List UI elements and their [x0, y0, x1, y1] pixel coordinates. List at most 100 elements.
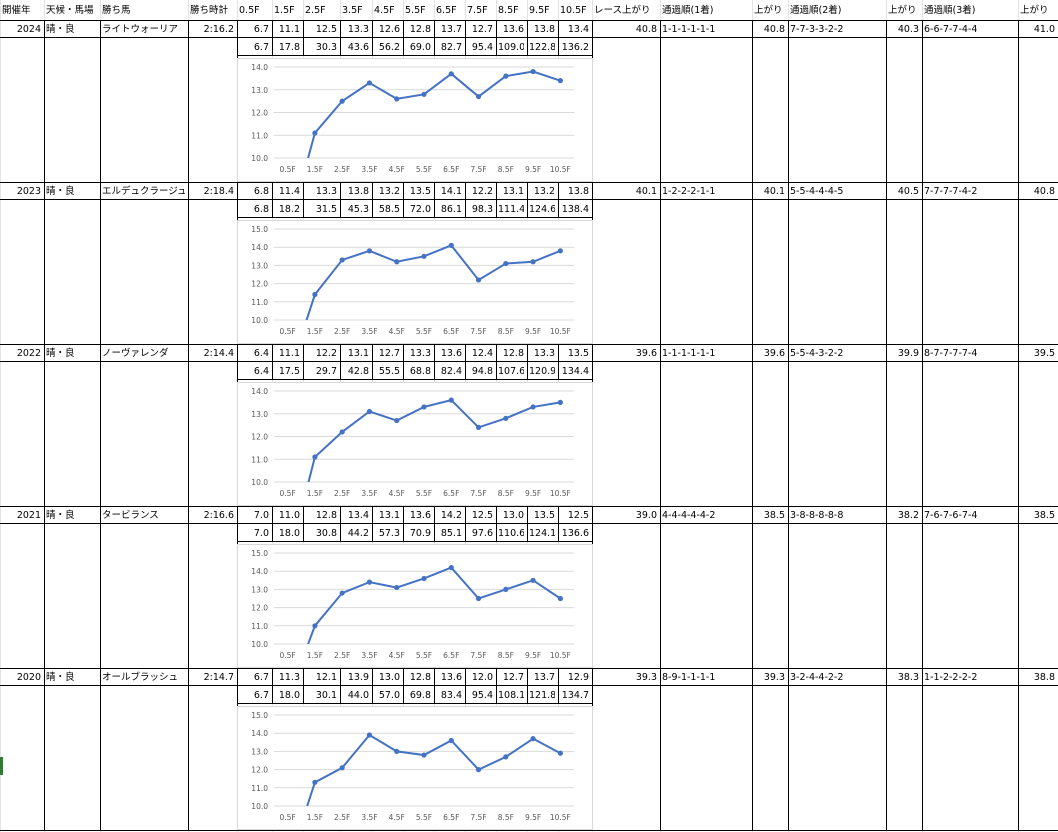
lap-time-cell[interactable]: 11.3	[278, 672, 300, 683]
lap-time-cell[interactable]: 7.0	[253, 510, 269, 521]
last-3f-1st-cell[interactable]: 40.8	[763, 24, 785, 35]
lap-time-cell[interactable]: 12.9	[567, 672, 589, 683]
lap-time-cell[interactable]: 13.4	[347, 510, 369, 521]
passing-order-3rd-cell[interactable]: 8-7-7-7-7-4	[924, 348, 978, 359]
cumulative-time-cell[interactable]: 17.8	[278, 42, 300, 53]
cumulative-time-cell[interactable]: 138.4	[561, 204, 589, 215]
cumulative-time-cell[interactable]: 18.0	[278, 528, 300, 539]
lap-time-cell[interactable]: 12.0	[471, 672, 493, 683]
passing-order-1st-cell[interactable]: 1-1-1-1-1-1	[662, 24, 716, 35]
race-time-cell[interactable]: 2:16.2	[203, 24, 234, 35]
race-year-cell[interactable]: 2022	[16, 348, 41, 359]
cumulative-time-cell[interactable]: 43.6	[347, 42, 369, 53]
lap-time-cell[interactable]: 13.7	[440, 24, 462, 35]
lap-time-cell[interactable]: 13.3	[347, 24, 369, 35]
cumulative-time-cell[interactable]: 31.5	[315, 204, 337, 215]
lap-time-cell[interactable]: 12.8	[409, 24, 431, 35]
cumulative-time-cell[interactable]: 70.9	[409, 528, 431, 539]
cumulative-time-cell[interactable]: 6.8	[253, 204, 269, 215]
cumulative-time-cell[interactable]: 55.5	[378, 366, 400, 377]
cumulative-time-cell[interactable]: 6.7	[253, 690, 269, 701]
cumulative-time-cell[interactable]: 58.5	[378, 204, 400, 215]
race-last-3f-cell[interactable]: 39.6	[635, 348, 657, 359]
race-year-cell[interactable]: 2020	[16, 672, 41, 683]
race-last-3f-cell[interactable]: 40.8	[635, 24, 657, 35]
cumulative-time-cell[interactable]: 82.4	[440, 366, 462, 377]
lap-time-cell[interactable]: 12.8	[409, 672, 431, 683]
column-header[interactable]: 勝ち時計	[190, 5, 229, 16]
race-last-3f-cell[interactable]: 39.3	[635, 672, 657, 683]
cumulative-time-cell[interactable]: 98.3	[471, 204, 493, 215]
column-header[interactable]: レース上がり	[594, 5, 651, 16]
cumulative-time-cell[interactable]: 72.0	[409, 204, 431, 215]
lap-time-cell[interactable]: 11.4	[278, 186, 300, 197]
cumulative-time-cell[interactable]: 30.8	[315, 528, 337, 539]
column-header[interactable]: 1.5F	[274, 5, 295, 16]
lap-time-cell[interactable]: 13.4	[567, 24, 589, 35]
cumulative-time-cell[interactable]: 68.8	[409, 366, 431, 377]
column-header[interactable]: 通過順(3着)	[924, 5, 976, 16]
column-header[interactable]: 開催年	[2, 5, 31, 16]
lap-time-cell[interactable]: 12.1	[315, 672, 337, 683]
lap-time-cell[interactable]: 6.4	[253, 348, 269, 359]
cumulative-time-cell[interactable]: 86.1	[440, 204, 462, 215]
lap-time-cell[interactable]: 13.3	[409, 348, 431, 359]
cumulative-time-cell[interactable]: 107.6	[498, 366, 524, 377]
column-header[interactable]: 6.5F	[436, 5, 457, 16]
column-header[interactable]: 上がり	[1020, 5, 1049, 16]
race-time-cell[interactable]: 2:14.7	[203, 672, 234, 683]
last-3f-3rd-cell[interactable]: 38.8	[1033, 672, 1055, 683]
cumulative-time-cell[interactable]: 6.4	[253, 366, 269, 377]
cumulative-time-cell[interactable]: 45.3	[347, 204, 369, 215]
column-header[interactable]: 上がり	[754, 5, 783, 16]
race-year-cell[interactable]: 2023	[16, 186, 41, 197]
cumulative-time-cell[interactable]: 29.7	[315, 366, 337, 377]
passing-order-3rd-cell[interactable]: 7-6-7-6-7-4	[924, 510, 978, 521]
lap-time-cell[interactable]: 12.7	[471, 24, 493, 35]
last-3f-3rd-cell[interactable]: 39.5	[1033, 348, 1055, 359]
lap-time-cell[interactable]: 13.0	[378, 672, 400, 683]
passing-order-2nd-cell[interactable]: 5-5-4-3-2-2	[790, 348, 844, 359]
race-last-3f-cell[interactable]: 39.0	[635, 510, 657, 521]
last-3f-1st-cell[interactable]: 39.3	[763, 672, 785, 683]
lap-time-cell[interactable]: 12.8	[502, 348, 524, 359]
lap-time-cell[interactable]: 11.1	[278, 348, 300, 359]
cumulative-time-cell[interactable]: 122.8	[529, 42, 555, 53]
lap-time-cell[interactable]: 13.6	[409, 510, 431, 521]
cumulative-time-cell[interactable]: 82.7	[440, 42, 462, 53]
lap-time-cell[interactable]: 6.7	[253, 24, 269, 35]
cumulative-time-cell[interactable]: 83.4	[440, 690, 462, 701]
race-winner-cell[interactable]: ライトウォーリア	[102, 24, 179, 35]
lap-time-cell[interactable]: 12.7	[502, 672, 524, 683]
lap-time-cell[interactable]: 13.3	[533, 348, 555, 359]
column-header[interactable]: 0.5F	[239, 5, 260, 16]
cumulative-time-cell[interactable]: 120.9	[529, 366, 555, 377]
passing-order-1st-cell[interactable]: 8-9-1-1-1-1	[662, 672, 716, 683]
lap-time-cell[interactable]: 13.9	[347, 672, 369, 683]
race-condition-cell[interactable]: 晴・良	[46, 348, 75, 359]
last-3f-3rd-cell[interactable]: 38.5	[1033, 510, 1055, 521]
cumulative-time-cell[interactable]: 136.6	[561, 528, 589, 539]
cumulative-time-cell[interactable]: 69.8	[409, 690, 431, 701]
last-3f-2nd-cell[interactable]: 40.5	[897, 186, 919, 197]
lap-time-cell[interactable]: 14.2	[440, 510, 462, 521]
cumulative-time-cell[interactable]: 30.1	[315, 690, 337, 701]
lap-time-cell[interactable]: 13.0	[502, 510, 524, 521]
lap-time-cell[interactable]: 12.5	[471, 510, 493, 521]
lap-time-cell[interactable]: 13.3	[315, 186, 337, 197]
passing-order-1st-cell[interactable]: 1-2-2-2-1-1	[662, 186, 716, 197]
column-header[interactable]: 9.5F	[529, 5, 550, 16]
race-winner-cell[interactable]: オールブラッシュ	[102, 672, 179, 683]
cumulative-time-cell[interactable]: 121.8	[529, 690, 555, 701]
race-year-cell[interactable]: 2024	[16, 24, 41, 35]
race-condition-cell[interactable]: 晴・良	[46, 672, 75, 683]
column-header[interactable]: 通過順(2着)	[790, 5, 842, 16]
lap-time-cell[interactable]: 12.5	[567, 510, 589, 521]
lap-time-cell[interactable]: 13.5	[409, 186, 431, 197]
lap-time-cell[interactable]: 13.1	[502, 186, 524, 197]
passing-order-2nd-cell[interactable]: 5-5-4-4-4-5	[790, 186, 844, 197]
cumulative-time-cell[interactable]: 109.0	[498, 42, 524, 53]
cumulative-time-cell[interactable]: 57.3	[378, 528, 400, 539]
race-winner-cell[interactable]: タービランス	[102, 510, 159, 521]
cumulative-time-cell[interactable]: 44.0	[347, 690, 369, 701]
